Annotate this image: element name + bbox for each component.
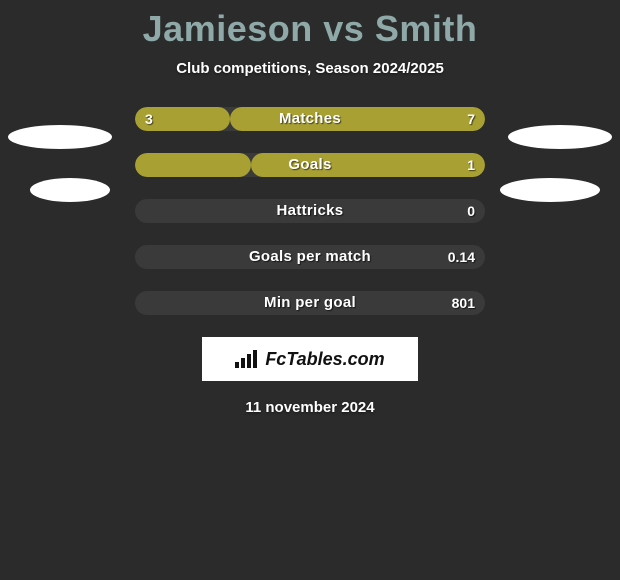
title-player2: Smith — [375, 8, 478, 49]
stat-right-value: 801 — [452, 291, 475, 315]
stat-label: Hattricks — [135, 199, 485, 223]
stat-right-value: 0.14 — [448, 245, 475, 269]
stats-rows: Matches3 7 Goals1 Hattricks0 Goals per match… — [65, 107, 555, 315]
title-player1: Jamieson — [143, 8, 313, 49]
stat-left-value: 3 — [145, 107, 153, 131]
stat-label: Goals — [135, 153, 485, 177]
stat-label: Min per goal — [135, 291, 485, 315]
bars-icon — [235, 350, 259, 368]
stat-row: Goals1 — [135, 153, 485, 177]
stat-row: Hattricks0 — [135, 199, 485, 223]
stat-row: Min per goal801 — [135, 291, 485, 315]
brand-text: FcTables.com — [265, 349, 384, 370]
brand-logo: FcTables.com — [202, 337, 418, 381]
date-text: 11 november 2024 — [0, 399, 620, 416]
stat-label: Matches — [135, 107, 485, 131]
stat-label: Goals per match — [135, 245, 485, 269]
stat-right-value: 7 — [467, 107, 475, 131]
stat-right-value: 0 — [467, 199, 475, 223]
subtitle: Club competitions, Season 2024/2025 — [0, 60, 620, 77]
title-vs: vs — [323, 8, 364, 49]
stat-right-value: 1 — [467, 153, 475, 177]
stat-row: Goals per match0.14 — [135, 245, 485, 269]
page-title: Jamieson vs Smith — [0, 0, 620, 50]
stat-row: Matches3 7 — [135, 107, 485, 131]
